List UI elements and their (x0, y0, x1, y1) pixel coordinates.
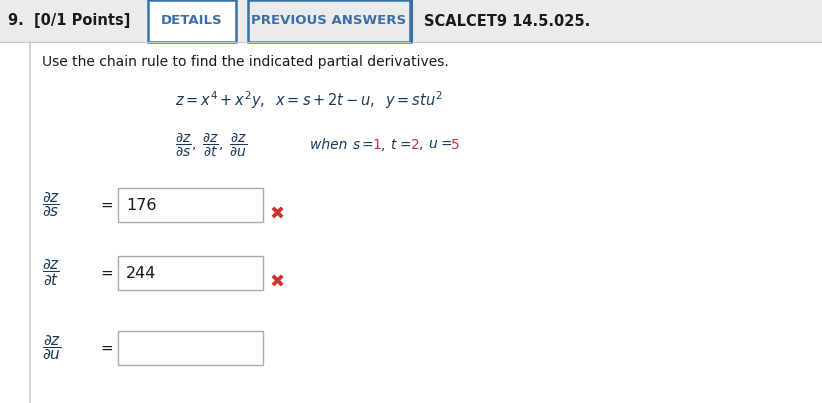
FancyBboxPatch shape (248, 0, 410, 42)
FancyBboxPatch shape (0, 0, 822, 42)
Text: SCALCET9 14.5.025.: SCALCET9 14.5.025. (424, 13, 590, 29)
Text: $1$: $1$ (372, 138, 381, 152)
FancyBboxPatch shape (148, 0, 236, 42)
Text: PREVIOUS ANSWERS: PREVIOUS ANSWERS (252, 15, 407, 27)
Text: =: = (100, 266, 113, 280)
FancyBboxPatch shape (118, 331, 263, 365)
Text: =: = (100, 197, 113, 212)
FancyBboxPatch shape (118, 188, 263, 222)
Text: Use the chain rule to find the indicated partial derivatives.: Use the chain rule to find the indicated… (42, 55, 449, 69)
FancyBboxPatch shape (0, 42, 822, 403)
FancyBboxPatch shape (118, 256, 263, 290)
Text: $,\; u =$: $,\; u =$ (418, 138, 452, 152)
Text: ✖: ✖ (269, 274, 284, 292)
Text: $\dfrac{\partial z}{\partial t}$: $\dfrac{\partial z}{\partial t}$ (42, 258, 60, 289)
Text: $\dfrac{\partial z}{\partial s},\;\dfrac{\partial z}{\partial t},\;\dfrac{\parti: $\dfrac{\partial z}{\partial s},\;\dfrac… (175, 131, 247, 159)
Text: DETAILS: DETAILS (161, 15, 223, 27)
Text: $\dfrac{\partial z}{\partial s}$: $\dfrac{\partial z}{\partial s}$ (42, 191, 60, 219)
Text: 244: 244 (126, 266, 156, 280)
Text: $s =$: $s =$ (352, 138, 374, 152)
Text: $\dfrac{\partial z}{\partial u}$: $\dfrac{\partial z}{\partial u}$ (42, 334, 62, 362)
Text: $z = x^4 + x^2y,\;\;  x = s + 2t - u,\;\;  y = stu^2$: $z = x^4 + x^2y,\;\; x = s + 2t - u,\;\;… (175, 89, 442, 111)
Text: =: = (100, 341, 113, 355)
Text: 176: 176 (126, 197, 156, 212)
Text: 9.  [0/1 Points]: 9. [0/1 Points] (8, 13, 131, 29)
Text: $,\; t =$: $,\; t =$ (380, 137, 411, 153)
Text: when: when (310, 138, 356, 152)
Text: ✖: ✖ (269, 206, 284, 224)
Text: $5$: $5$ (450, 138, 459, 152)
Text: $2$: $2$ (410, 138, 419, 152)
